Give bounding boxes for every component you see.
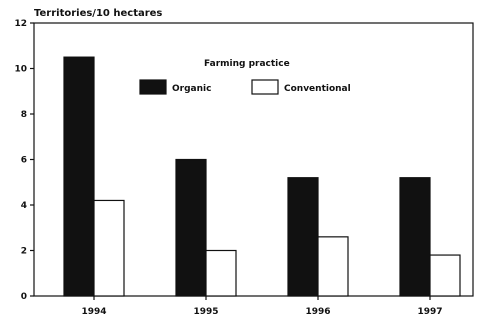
x-tick-label-1994: 1994: [81, 307, 106, 317]
bar-conventional-1995: [205, 249, 237, 297]
y-tick-label: 12: [14, 19, 27, 29]
y-tick-label: 2: [21, 247, 27, 257]
bar-organic-1997: [399, 177, 431, 297]
y-axis-label: Territories/10 hectares: [34, 8, 162, 19]
y-axis: 0 2 4 6 8 10 12: [14, 19, 34, 302]
x-axis: 1994 1995 1996 1997: [81, 296, 443, 317]
y-tick-label: 10: [14, 65, 27, 75]
y-tick-label: 0: [21, 292, 27, 302]
y-tick-label: 6: [21, 156, 27, 166]
legend: Farming practice Organic Conventional: [139, 59, 351, 95]
legend-label-conventional: Conventional: [284, 84, 351, 94]
y-tick-label: 8: [21, 110, 27, 120]
bar-conventional-1994: [93, 199, 125, 297]
legend-label-organic: Organic: [172, 84, 211, 94]
bar-conventional-1997: [429, 254, 461, 297]
y-tick-label: 4: [21, 201, 27, 211]
bar-organic-1996: [287, 177, 319, 297]
bar-organic-1994: [63, 56, 95, 297]
bar-conventional-1996: [317, 236, 349, 297]
x-tick-label-1995: 1995: [193, 307, 218, 317]
legend-title: Farming practice: [204, 59, 290, 69]
bars-group: [63, 56, 461, 297]
legend-swatch-conventional: [251, 79, 279, 95]
x-tick-label-1997: 1997: [417, 307, 442, 317]
bar-organic-1995: [175, 158, 207, 297]
x-tick-label-1996: 1996: [305, 307, 330, 317]
legend-swatch-organic: [139, 79, 167, 95]
